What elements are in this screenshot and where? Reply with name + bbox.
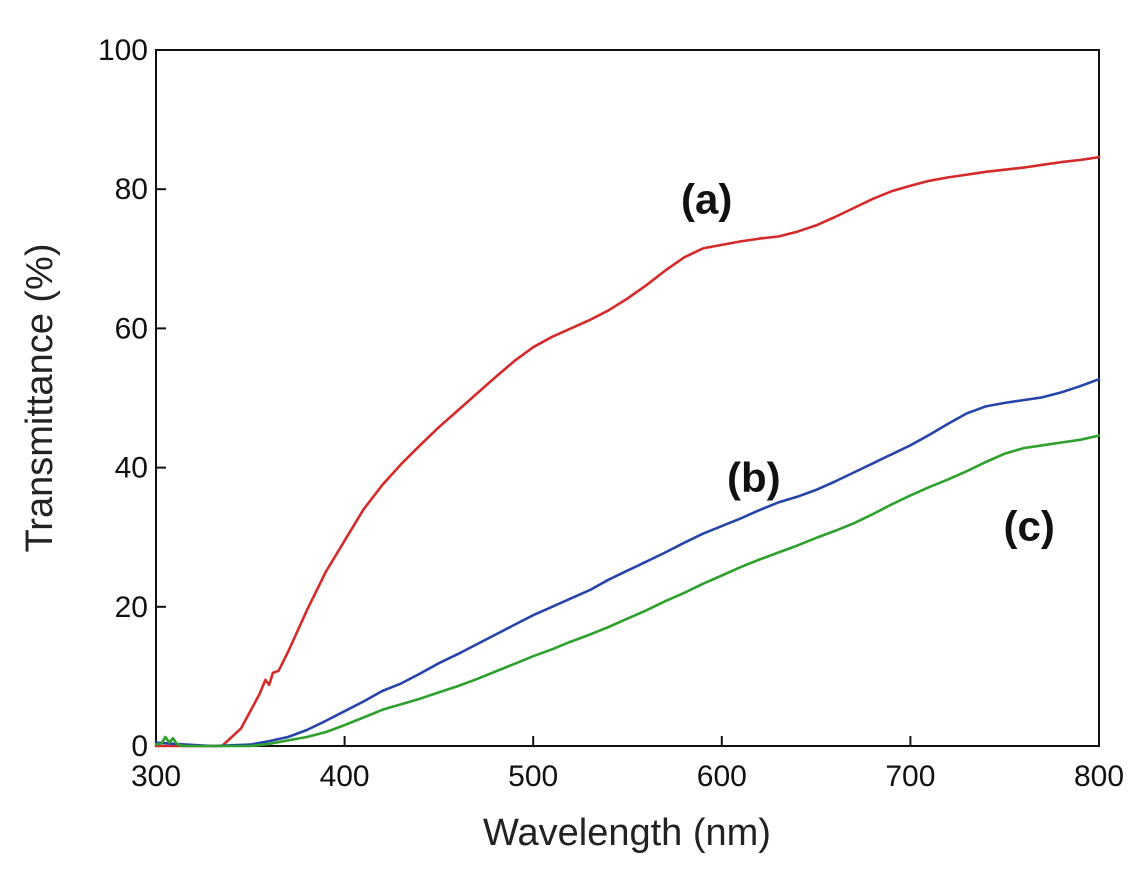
x-tick-label: 300: [131, 760, 181, 793]
x-axis-ticks: 300 400 500 600 700 800: [131, 736, 1124, 793]
plot-area-border: [155, 49, 1100, 747]
x-tick-label: 600: [697, 760, 747, 793]
curve-label-a: (a): [681, 176, 732, 223]
series-c-line: [154, 434, 1101, 748]
y-axis-ticks: 0 20 40 60 80 100: [98, 34, 166, 763]
curve-label-c: (c): [1004, 503, 1055, 550]
x-tick-label: 500: [508, 760, 558, 793]
y-axis-title: Transmittance (%): [19, 244, 61, 553]
y-tick-label: 40: [115, 452, 148, 485]
y-tick-label: 60: [115, 312, 148, 345]
x-tick-label: 700: [885, 760, 935, 793]
y-tick-label: 100: [98, 34, 148, 67]
curve-label-b: (b): [727, 454, 781, 501]
y-tick-label: 20: [115, 591, 148, 624]
plot-frame: [155, 49, 1100, 747]
x-tick-label: 800: [1074, 760, 1124, 793]
y-tick-label: 0: [131, 730, 148, 763]
y-tick-label: 80: [115, 173, 148, 206]
x-tick-label: 400: [320, 760, 370, 793]
curve-labels: (a) (b) (c): [681, 176, 1055, 550]
series-a-line: [154, 155, 1101, 748]
series-lines: [154, 155, 1101, 748]
series-b-line: [154, 377, 1101, 748]
x-axis-title: Wavelength (nm): [483, 812, 771, 854]
